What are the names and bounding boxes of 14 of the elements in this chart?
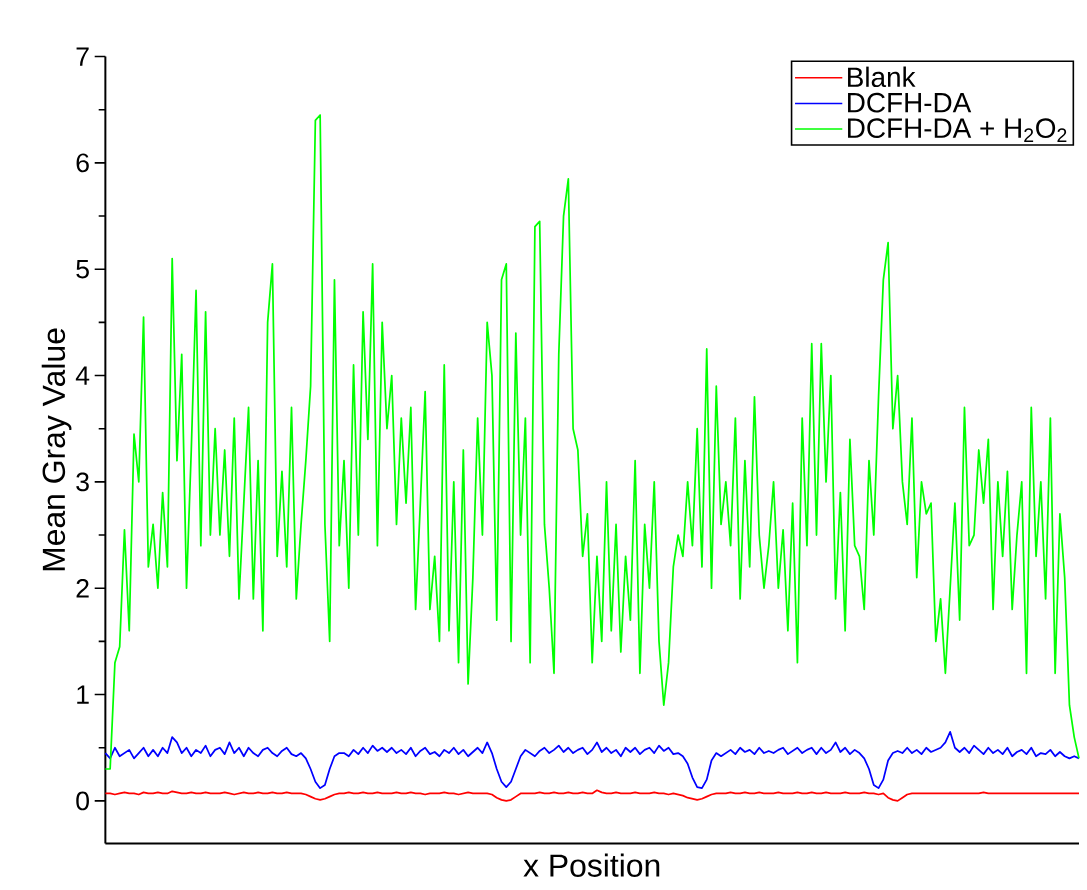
y-tick-label: 0 — [76, 791, 89, 811]
y-tick-label: 3 — [76, 472, 89, 492]
legend-label: DCFH-DA — [848, 92, 972, 113]
y-tick-label: 5 — [76, 259, 89, 279]
legend-label: Blank — [848, 66, 916, 87]
line-series — [104, 114, 1080, 770]
x-axis-title: x Position — [523, 853, 660, 877]
y-tick-label: 6 — [76, 153, 89, 173]
y-tick-label: 2 — [76, 578, 89, 598]
y-axis-title: Mean Gray Value — [41, 328, 72, 571]
y-tick-label: 7 — [76, 47, 89, 66]
y-tick-label: 4 — [75, 366, 90, 385]
legend-label: DCFH-DA + H$_{2}$O$_{2}$ — [848, 118, 1067, 142]
y-tick-label: 1 — [77, 685, 89, 704]
